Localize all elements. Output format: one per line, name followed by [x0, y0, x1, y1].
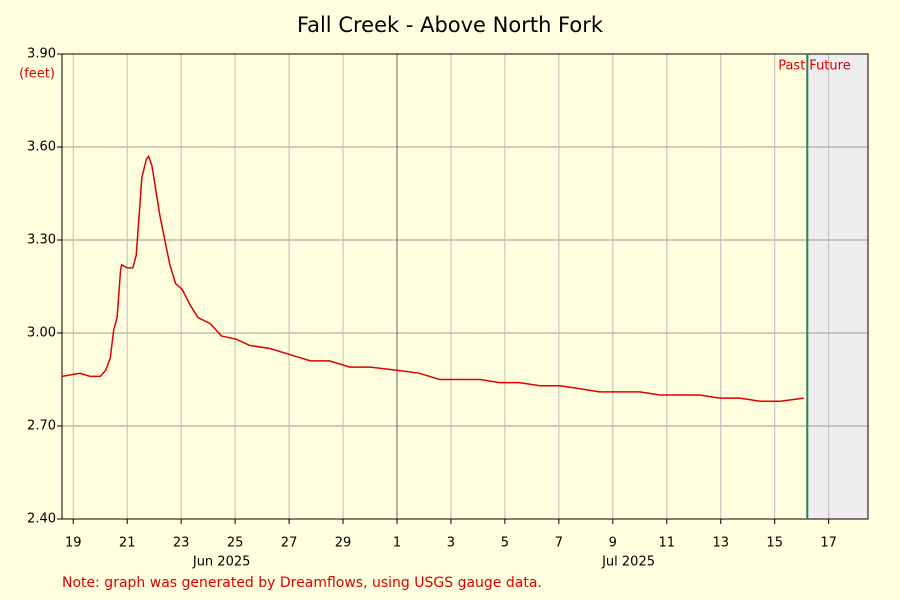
y-tick-label: 3.60 — [27, 140, 56, 155]
x-tick-label: 15 — [766, 536, 783, 551]
x-tick-label: 21 — [119, 536, 136, 551]
x-tick-label: 5 — [501, 536, 509, 551]
x-tick-label: 1 — [393, 536, 401, 551]
future-region — [807, 54, 868, 519]
x-tick-label: 7 — [555, 536, 563, 551]
x-tick-label: 13 — [712, 536, 729, 551]
x-tick-label: 11 — [659, 536, 676, 551]
y-tick-label: 2.40 — [27, 512, 56, 527]
chart-title: Fall Creek - Above North Fork — [297, 13, 604, 37]
y-axis-label: (feet) — [19, 67, 55, 82]
data-line — [61, 154, 804, 402]
past-label: Past — [778, 59, 805, 74]
future-label: Future — [809, 59, 850, 74]
x-tick-label: 9 — [609, 536, 617, 551]
plot-frame — [61, 53, 869, 520]
y-tick-label: 3.90 — [27, 47, 56, 62]
footnote: Note: graph was generated by Dreamflows,… — [62, 575, 542, 591]
y-tick-label: 3.30 — [27, 233, 56, 248]
x-tick-label: 27 — [281, 536, 298, 551]
y-tick-label: 2.70 — [27, 419, 56, 434]
month-label: Jul 2025 — [601, 555, 655, 570]
x-tick-label: 3 — [447, 536, 455, 551]
y-tick-label: 3.00 — [27, 326, 56, 341]
month-label: Jun 2025 — [192, 555, 251, 570]
x-tick-label: 19 — [65, 536, 82, 551]
x-tick-label: 23 — [173, 536, 190, 551]
x-tick-label: 17 — [820, 536, 837, 551]
x-tick-label: 25 — [227, 536, 244, 551]
x-tick-label: 29 — [335, 536, 352, 551]
